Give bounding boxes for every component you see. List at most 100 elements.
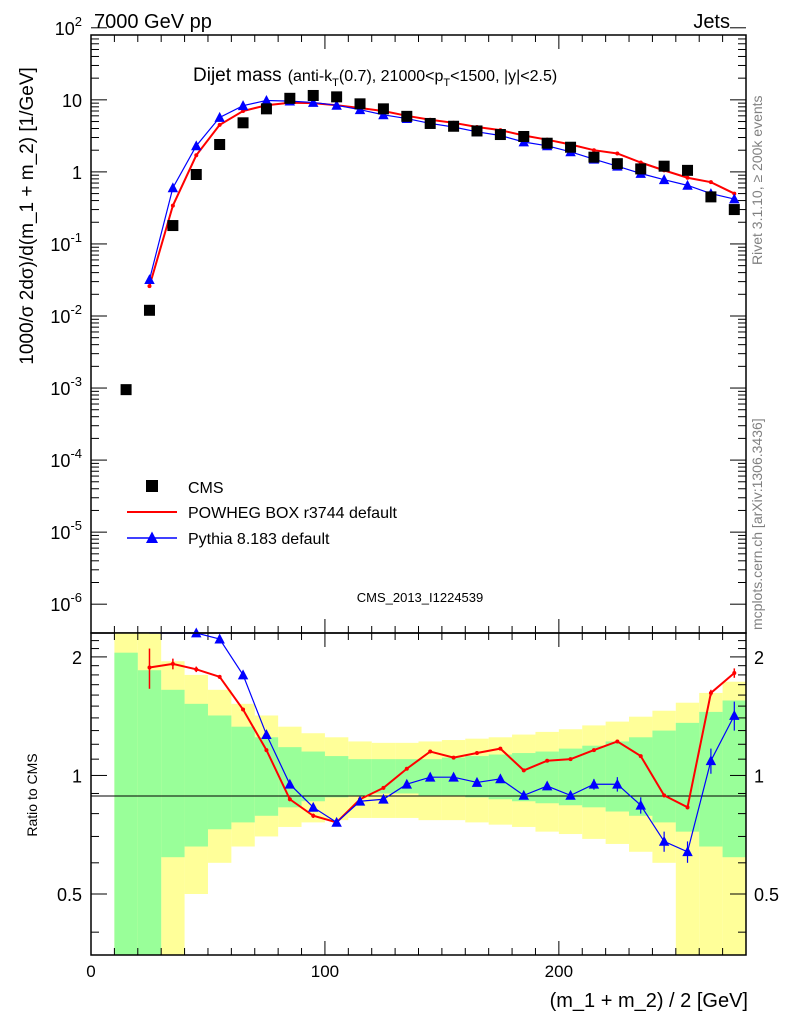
ratio-y-axis-label: Ratio to CMS xyxy=(24,753,40,836)
pythia-point xyxy=(237,100,249,111)
pythia-ratio-point xyxy=(635,799,646,810)
header-left: 7000 GeV pp xyxy=(94,11,212,33)
legend-cms-label: CMS xyxy=(188,480,224,497)
pythia-ratio-point xyxy=(237,669,249,680)
cms-point xyxy=(494,129,506,141)
powheg-ratio-point xyxy=(404,766,409,771)
header-right: Jets xyxy=(693,11,730,33)
legend-pythia-label: Pythia 8.183 default xyxy=(188,531,330,548)
y-tick-label: 10-5 xyxy=(50,518,82,543)
cms-point xyxy=(518,130,530,142)
powheg-ratio-point xyxy=(287,797,292,802)
cms-point xyxy=(728,204,740,216)
powheg-ratio-point xyxy=(498,746,503,751)
cms-point xyxy=(284,92,296,104)
powheg-ratio-point xyxy=(217,674,222,679)
cms-point xyxy=(658,160,670,172)
pythia-ratio-point xyxy=(308,801,319,812)
y-tick-base: 10 xyxy=(50,595,70,615)
title-detail-1: (anti-k xyxy=(288,68,333,85)
ratio-band-inner xyxy=(558,748,583,806)
cms-point xyxy=(705,191,717,203)
x-tick-label: 200 xyxy=(545,962,573,981)
pythia-ratio-point xyxy=(565,789,576,800)
ratio-band-inner xyxy=(231,726,255,823)
legend-pythia-marker xyxy=(146,531,158,543)
y-tick-exponent: 2 xyxy=(75,14,82,29)
powheg-ratio-point xyxy=(451,755,456,760)
main-series xyxy=(120,89,740,396)
powheg-ratio-point xyxy=(615,739,620,744)
pythia-ratio-point xyxy=(214,633,225,644)
pythia-point xyxy=(729,193,740,204)
ratio-y-tick-label-right: 0.5 xyxy=(754,885,779,905)
y-tick-label: 10-4 xyxy=(50,446,82,471)
powheg-ratio-point xyxy=(311,813,316,818)
pythia-ratio-point xyxy=(331,816,342,827)
y-tick-base: 10 xyxy=(50,235,70,255)
powheg-ratio-point xyxy=(474,751,479,756)
pythia-point xyxy=(682,179,693,190)
cms-point xyxy=(354,98,366,110)
pythia-ratio-point xyxy=(612,778,623,789)
powheg-line xyxy=(148,101,735,287)
title-detail-sub-2: T xyxy=(443,77,450,89)
y-tick-label: 10-3 xyxy=(50,374,82,399)
powheg-ratio-point xyxy=(638,754,643,759)
pythia-point xyxy=(167,182,179,193)
cms-point xyxy=(401,110,413,122)
cms-point xyxy=(143,304,155,316)
powheg-ratio-point xyxy=(170,661,175,666)
cms-point xyxy=(424,117,436,129)
ratio-band-inner xyxy=(371,759,396,794)
y-tick-base: 10 xyxy=(50,307,70,327)
powheg-point xyxy=(708,180,713,185)
ratio-frame xyxy=(90,632,747,956)
pythia-point xyxy=(658,174,670,185)
pythia-line xyxy=(148,99,735,280)
x-tick-label: 100 xyxy=(311,962,339,981)
y-tick-exponent: -1 xyxy=(70,230,82,245)
powheg-ratio-point xyxy=(591,748,596,753)
powheg-ratio-point xyxy=(545,758,550,763)
title-detail-3: <1500, |y|<2.5) xyxy=(450,68,557,85)
cms-point xyxy=(237,117,249,129)
ratio-band-inner xyxy=(184,703,208,847)
y-tick-base: 10 xyxy=(55,19,75,39)
pythia-ratio-point xyxy=(682,846,693,857)
legend-cms-marker xyxy=(146,480,158,492)
cms-point xyxy=(167,220,179,232)
powheg-ratio-line xyxy=(149,662,735,824)
cms-point xyxy=(448,120,460,132)
y-tick-base: 10 xyxy=(50,379,70,399)
ratio-y-tick-label: 1 xyxy=(72,766,82,786)
cms-point xyxy=(331,91,343,103)
ratio-ticks: 0 100 200 0.5 0.5 1 1 2 2 xyxy=(57,633,779,981)
pythia-ratio-point xyxy=(471,776,483,787)
ratio-y-tick-label: 2 xyxy=(72,648,82,668)
x-axis-label: (m_1 + m_2) / 2 [GeV] xyxy=(550,990,748,1012)
powheg-point xyxy=(194,153,199,158)
ratio-band-inner xyxy=(161,689,185,858)
pythia-point xyxy=(144,274,155,284)
y-tick-label: 10-2 xyxy=(50,302,82,327)
y-tick-exponent: -2 xyxy=(70,302,82,317)
ratio-bands xyxy=(114,633,746,955)
y-tick-exponent: -6 xyxy=(70,590,82,605)
ratio-band-inner xyxy=(301,751,325,802)
ratio-band-inner xyxy=(395,759,419,794)
pythia-ratio-point xyxy=(705,755,717,766)
powheg-ratio-point xyxy=(428,749,433,754)
powheg-point xyxy=(170,203,175,208)
side-label-rivet: Rivet 3.1.10, ≥ 200k events xyxy=(749,95,765,265)
ratio-band-inner xyxy=(348,759,372,796)
pythia-ratio-line xyxy=(149,632,735,853)
cms-point xyxy=(190,169,202,181)
powheg-point xyxy=(685,175,690,180)
ratio-band-inner xyxy=(324,756,349,798)
pythia-point xyxy=(214,111,225,122)
cms-point xyxy=(377,103,389,115)
y-tick-label: 102 xyxy=(55,14,82,39)
